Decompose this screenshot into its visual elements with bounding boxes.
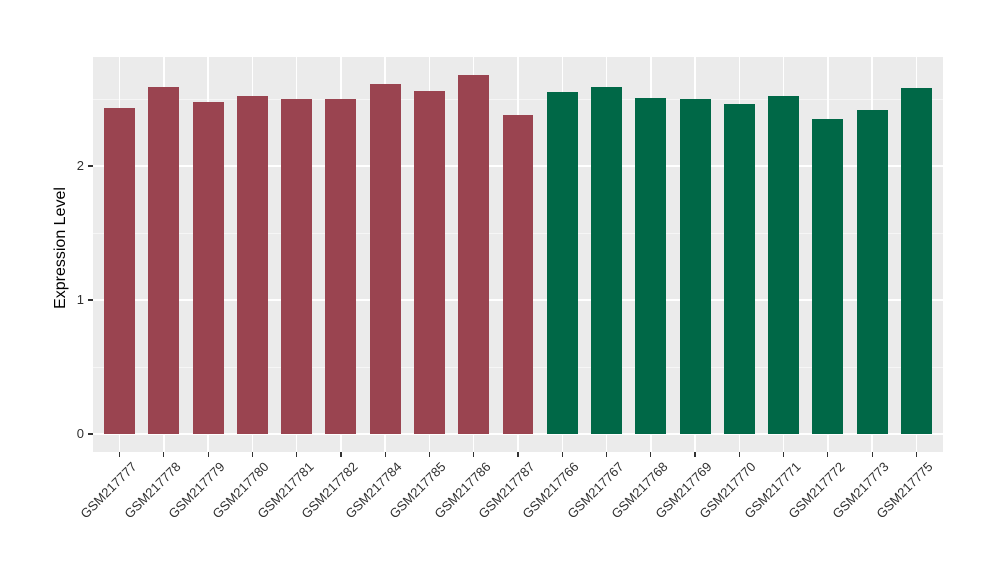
bar-GSM217780 — [236, 96, 268, 434]
x-tick-mark — [207, 452, 209, 457]
y-tick-mark — [88, 165, 93, 167]
bar-GSM217778 — [148, 86, 180, 434]
x-tick-mark — [650, 452, 652, 457]
x-tick-mark — [738, 452, 740, 457]
bar-GSM217781 — [281, 99, 313, 434]
y-tick-mark — [88, 433, 93, 435]
y-tick-label: 2 — [76, 158, 84, 173]
bar-GSM217785 — [413, 90, 445, 434]
y-tick-mark — [88, 299, 93, 301]
bar-GSM217777 — [104, 108, 136, 434]
bar-GSM217770 — [723, 104, 755, 434]
x-tick-mark — [428, 452, 431, 457]
bar-GSM217782 — [325, 99, 357, 434]
x-tick-mark — [827, 452, 829, 457]
bar-GSM217769 — [679, 99, 711, 434]
x-tick-mark — [561, 452, 563, 457]
x-tick-mark — [783, 452, 785, 457]
bar-GSM217773 — [856, 109, 888, 434]
x-tick-mark — [118, 452, 121, 457]
y-tick-label: 0 — [76, 426, 84, 441]
x-tick-mark — [340, 452, 342, 457]
y-axis-title: Expression Level — [52, 187, 69, 309]
plot-panel — [93, 57, 943, 452]
bar-GSM217786 — [458, 74, 490, 434]
x-tick-mark — [517, 452, 519, 457]
x-tick-mark — [473, 452, 475, 457]
bar-GSM217784 — [369, 84, 401, 434]
x-tick-mark — [915, 452, 918, 457]
x-tick-mark — [694, 452, 696, 457]
x-tick-mark — [251, 452, 253, 457]
bar-GSM217766 — [546, 92, 578, 434]
bar-GSM217768 — [635, 97, 667, 434]
y-tick-label: 1 — [76, 292, 84, 307]
x-tick-mark — [163, 452, 165, 457]
x-tick-mark — [296, 452, 298, 457]
x-tick-mark — [384, 452, 386, 457]
bar-GSM217779 — [192, 101, 224, 434]
bar-GSM217787 — [502, 115, 534, 434]
bar-GSM217767 — [591, 86, 623, 434]
bar-GSM217772 — [812, 119, 844, 434]
x-tick-mark — [605, 452, 608, 457]
bar-GSM217775 — [900, 88, 932, 434]
bar-GSM217771 — [768, 96, 800, 434]
x-tick-mark — [871, 452, 873, 457]
